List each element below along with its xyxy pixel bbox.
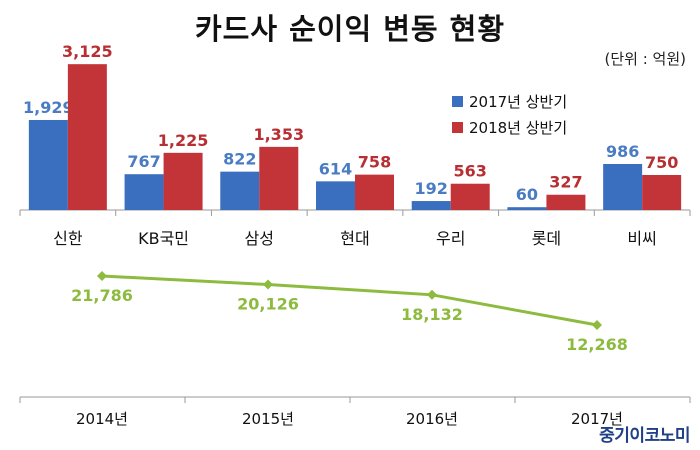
bar-2017-0: [28, 119, 68, 210]
data-label: 750: [645, 153, 678, 172]
category-label: 현대: [340, 229, 369, 248]
brand-logo: 중기이코노미: [599, 426, 690, 446]
bar-2017-2: [220, 171, 260, 210]
category-label: 롯데: [532, 229, 561, 248]
line-data-label: 18,132: [401, 305, 463, 324]
category-label: 삼성: [245, 229, 274, 248]
category-label: KB국민: [138, 229, 189, 248]
line-point: [427, 289, 437, 300]
bar-2018-0: [67, 64, 107, 211]
data-label: 563: [454, 162, 487, 181]
year-label: 2014년: [76, 410, 128, 428]
legend-swatch-2017: [452, 95, 463, 107]
legend-label-2017: 2017년 상반기: [469, 92, 568, 111]
bar-2017-3: [316, 181, 355, 210]
bar-2017-4: [411, 201, 451, 210]
legend-item-2017: 2017년 상반기: [452, 88, 567, 114]
bar-2018-4: [450, 183, 490, 210]
bar-2017-6: [603, 163, 643, 210]
data-label: 822: [223, 150, 256, 169]
bar-2018-2: [259, 146, 299, 210]
data-label: 192: [415, 179, 448, 198]
line-point: [592, 320, 602, 330]
line-data-label: 12,268: [566, 335, 628, 354]
data-label: 986: [606, 142, 639, 161]
category-label: 신한: [53, 229, 83, 248]
data-label: 327: [549, 173, 582, 192]
chart-title: 카드사 순이익 변동 현황: [194, 12, 506, 46]
data-label: 3,125: [62, 42, 113, 61]
line-data-label: 21,786: [71, 286, 133, 305]
bar-2018-5: [546, 194, 586, 210]
category-label: 비씨: [627, 229, 656, 248]
data-label: 614: [319, 159, 352, 178]
data-label: 60: [516, 185, 538, 204]
category-label: 우리: [436, 229, 465, 248]
data-label: 767: [127, 152, 160, 171]
line-point: [263, 279, 273, 290]
bar-2018-6: [642, 175, 682, 210]
legend-swatch-2018: [452, 121, 463, 133]
data-label: 758: [358, 153, 391, 172]
legend-label-2018: 2018년 상반기: [469, 118, 568, 137]
legend: 2017년 상반기 2018년 상반기: [452, 88, 567, 140]
year-label: 2016년: [406, 410, 458, 428]
bar-2018-1: [163, 152, 203, 210]
line-data-label: 20,126: [237, 295, 299, 314]
line-series: [101, 274, 598, 327]
line-point: [97, 271, 107, 281]
bar-2017-1: [124, 174, 164, 210]
data-label: 1,225: [158, 131, 209, 150]
data-label: 1,929: [23, 98, 74, 117]
year-label: 2017년: [571, 410, 623, 428]
legend-item-2018: 2018년 상반기: [452, 114, 567, 140]
data-label: 1,353: [253, 125, 304, 144]
year-label: 2015년: [242, 410, 294, 428]
unit-label: (단위 : 억원): [604, 50, 687, 68]
bar-2017-5: [507, 207, 547, 210]
bar-2018-3: [355, 174, 394, 210]
